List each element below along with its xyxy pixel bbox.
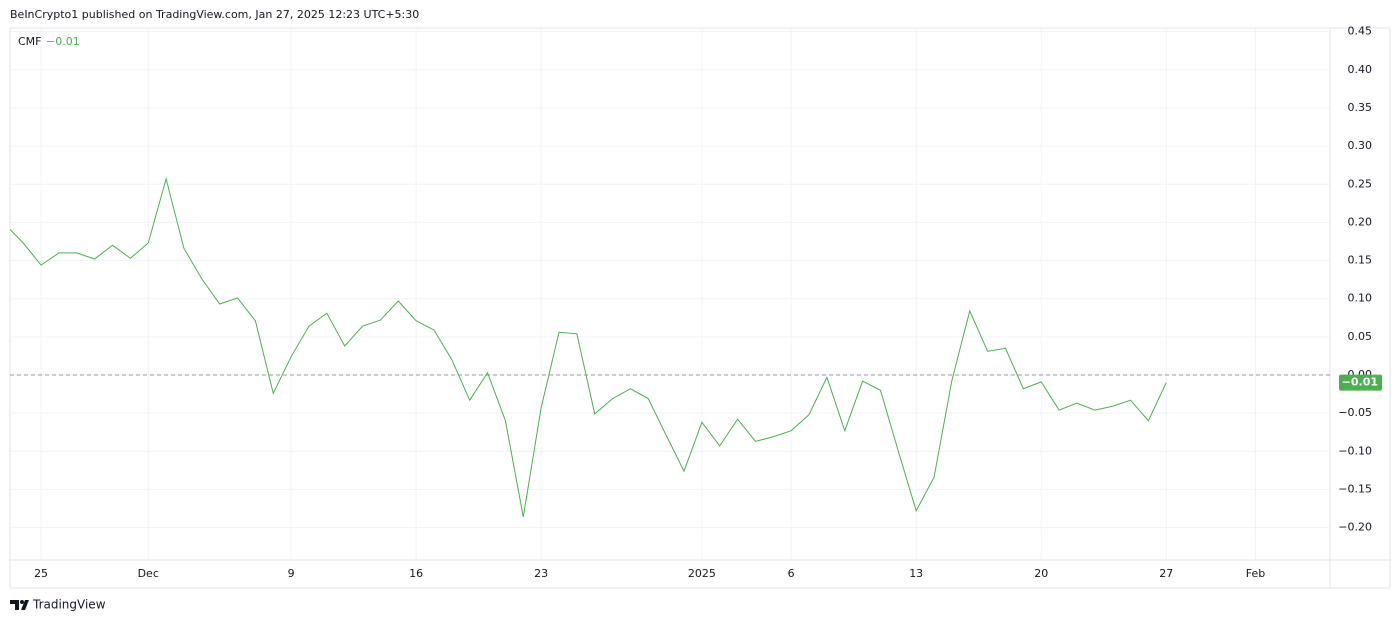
legend-name: CMF <box>18 35 42 48</box>
y-tick-label: 0.25 <box>1348 177 1373 190</box>
last-value-label: −0.01 <box>1342 376 1378 389</box>
grid <box>10 28 1330 560</box>
y-tick-label: 0.40 <box>1348 63 1373 76</box>
y-tick-label: 0.30 <box>1348 139 1373 152</box>
tradingview-logo <box>10 600 29 610</box>
x-tick-label: 27 <box>1159 567 1173 580</box>
y-tick-label: 0.45 <box>1348 25 1373 38</box>
data-line <box>10 176 1167 517</box>
x-tick-label: 9 <box>288 567 295 580</box>
y-tick-label: −0.15 <box>1338 482 1372 495</box>
y-tick-label: 0.15 <box>1348 254 1373 267</box>
y-tick-label: −0.20 <box>1338 521 1372 534</box>
y-tick-label: 0.05 <box>1348 330 1373 343</box>
y-tick-label: 0.20 <box>1348 215 1373 228</box>
last-value-badge <box>1339 374 1382 391</box>
x-tick-label: 25 <box>34 567 48 580</box>
x-tick-label: 13 <box>909 567 923 580</box>
chart-frame <box>9 27 1391 589</box>
x-tick-label: 20 <box>1034 567 1048 580</box>
y-tick-label: −0.10 <box>1338 444 1372 457</box>
y-tick-label: −0.05 <box>1338 406 1372 419</box>
y-tick-label: 0.35 <box>1348 101 1373 114</box>
x-tick-label: Feb <box>1246 567 1265 580</box>
legend-value: −0.01 <box>46 35 80 48</box>
x-tick-label: 6 <box>788 567 795 580</box>
header: BeInCrypto1 published on TradingView.com… <box>10 8 419 21</box>
y-tick-label: 0.10 <box>1348 292 1373 305</box>
footer: TradingView <box>32 598 106 612</box>
x-tick-label: 16 <box>409 567 423 580</box>
x-tick-label: Dec <box>138 567 159 580</box>
x-tick-label: 2025 <box>688 567 716 580</box>
x-tick-label: 23 <box>534 567 548 580</box>
